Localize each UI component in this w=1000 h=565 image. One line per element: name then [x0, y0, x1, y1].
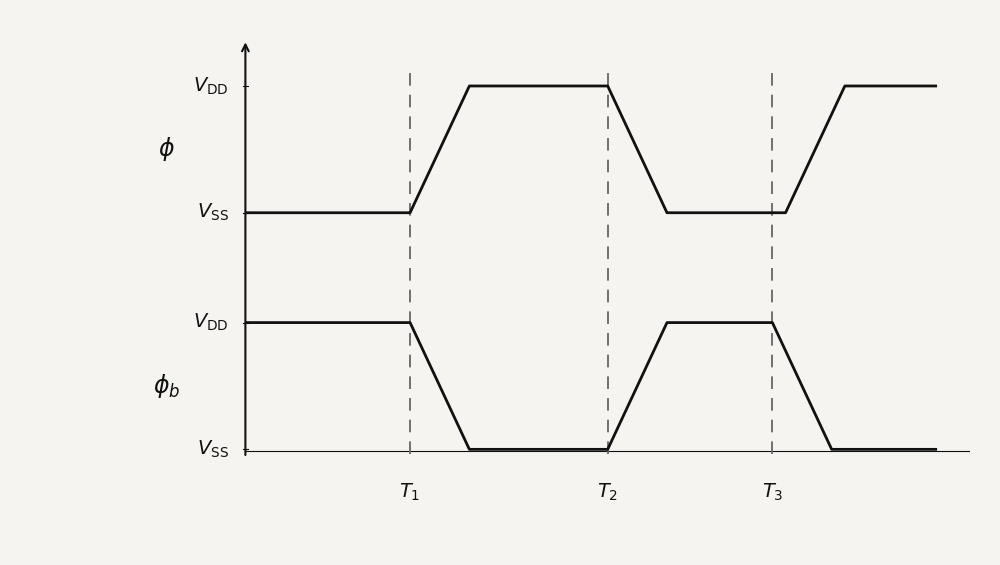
Text: $\phi_b$: $\phi_b$: [153, 372, 180, 400]
Text: $T_1$: $T_1$: [399, 481, 421, 503]
Text: $T_3$: $T_3$: [762, 481, 783, 503]
Text: $\phi$: $\phi$: [158, 136, 175, 163]
Text: $V_{\rm DD}$: $V_{\rm DD}$: [193, 312, 229, 333]
Text: $V_{\rm SS}$: $V_{\rm SS}$: [197, 438, 229, 460]
Text: $V_{\rm SS}$: $V_{\rm SS}$: [197, 202, 229, 223]
Text: $T_2$: $T_2$: [597, 481, 618, 503]
Text: $V_{\rm DD}$: $V_{\rm DD}$: [193, 75, 229, 97]
